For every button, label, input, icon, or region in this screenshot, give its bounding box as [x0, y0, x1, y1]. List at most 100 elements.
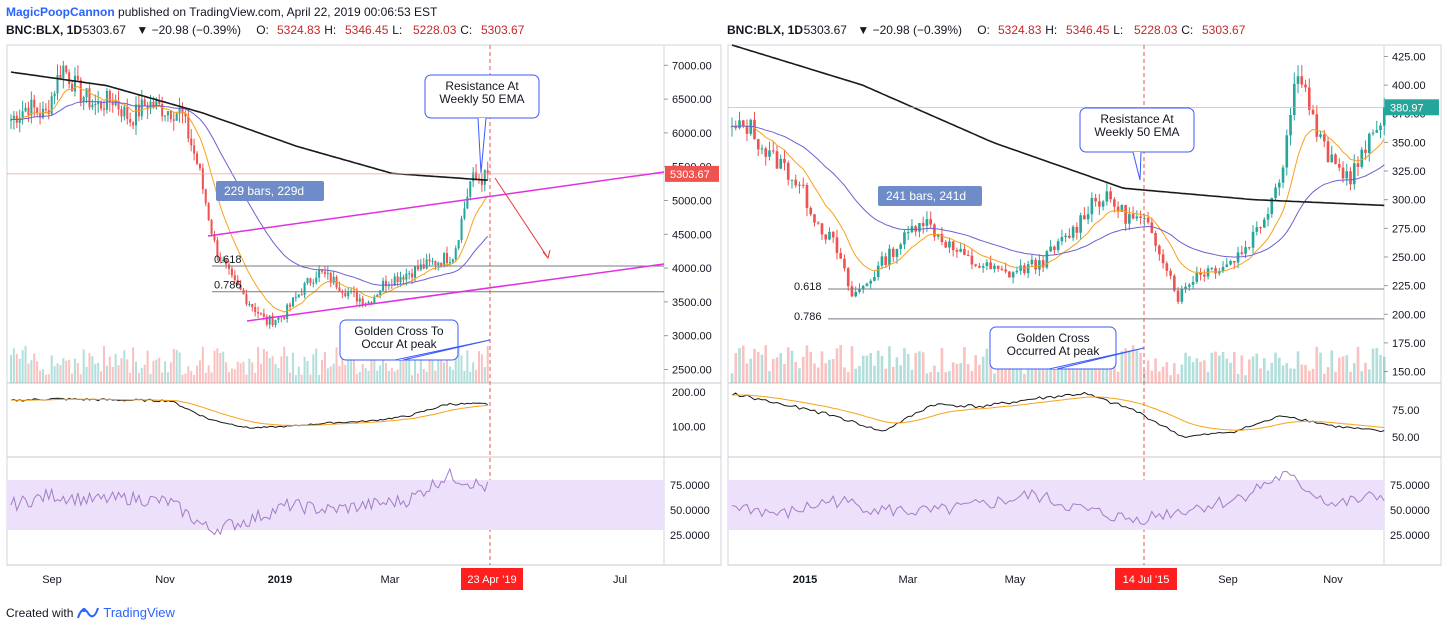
candle-body: [248, 303, 251, 305]
volume-bar: [408, 353, 411, 383]
price-tick-label: 200.00: [1392, 309, 1426, 321]
ema-fast-line: [10, 85, 489, 313]
volume-bar: [193, 374, 196, 383]
candle-body: [379, 290, 382, 295]
candle-body: [1139, 216, 1142, 218]
candle-body: [1053, 246, 1056, 251]
candle-body: [306, 278, 309, 284]
volume-bar: [749, 358, 753, 383]
volume-bar: [140, 367, 143, 383]
callout-resistance-pointer: [477, 117, 487, 174]
volume-bar: [68, 359, 71, 383]
indicator-tick-label: 100.00: [672, 421, 706, 433]
volume-bar: [734, 353, 738, 383]
candle-body: [1180, 288, 1184, 302]
volume-bar: [463, 370, 466, 383]
volume-bar: [207, 365, 210, 383]
time-tick-label: Sep: [42, 574, 62, 586]
candle-body: [1184, 286, 1187, 289]
volume-bar: [164, 361, 167, 383]
volume-bar: [1289, 368, 1292, 383]
candle-body: [105, 90, 108, 110]
candle-body: [480, 179, 483, 185]
time-tick-label: 2019: [268, 574, 292, 586]
volume-bar: [12, 348, 15, 383]
volume-bar: [472, 362, 475, 383]
candle-body: [108, 90, 111, 102]
volume-bar: [283, 346, 286, 383]
candle-body: [906, 232, 910, 234]
candle-body: [1379, 125, 1382, 131]
callout-golden-cross-line: Golden Cross: [1016, 331, 1089, 345]
volume-bar: [181, 374, 184, 383]
candle-body: [1360, 149, 1364, 167]
volume-bar: [820, 351, 824, 383]
volume-bar: [454, 357, 457, 383]
candle-body: [790, 179, 794, 181]
candle-body: [207, 203, 210, 220]
ohlc-high-label: H:: [1045, 23, 1057, 37]
volume-bar: [981, 356, 985, 383]
volume-bar: [1311, 368, 1315, 383]
candle-body: [329, 272, 332, 283]
volume-bar: [251, 362, 254, 383]
volume-bar: [1098, 364, 1101, 383]
candle-body: [1270, 198, 1274, 215]
price-tick-label: 4000.00: [672, 263, 712, 275]
price-tick-label: 5000.00: [672, 195, 712, 207]
candle-body: [161, 103, 164, 117]
volume-bar: [1285, 363, 1289, 383]
volume-bar: [24, 345, 27, 383]
candle-body: [361, 298, 364, 305]
volume-bar: [1375, 347, 1379, 383]
volume-bar: [1184, 352, 1187, 383]
candle-body: [786, 162, 790, 180]
tradingview-brand[interactable]: TradingView: [103, 605, 175, 620]
volume-bar: [880, 355, 884, 383]
candle-body: [1008, 271, 1011, 278]
rsi-line: [731, 470, 1385, 526]
candle-body: [1060, 237, 1064, 242]
volume-bar: [161, 372, 164, 383]
candle-body: [1221, 266, 1225, 272]
author-link[interactable]: MagicPoopCannon: [6, 5, 115, 19]
candle-body: [854, 292, 858, 297]
candle-body: [239, 284, 242, 290]
volume-bar: [828, 359, 831, 383]
candle-body: [1214, 268, 1217, 274]
price-tick-label: 400.00: [1392, 80, 1426, 92]
volume-bar: [1094, 362, 1097, 383]
indicator-tick-label: 50.00: [1392, 432, 1420, 444]
volume-bar: [963, 347, 966, 383]
candle-body: [431, 261, 434, 263]
price-tick-label: 2500.00: [672, 364, 712, 376]
candle-body: [114, 101, 117, 106]
candle-body: [123, 106, 126, 117]
fib-level-label: 0.786: [794, 311, 822, 323]
volume-bar: [323, 351, 326, 383]
ohlc-low-label: L:: [1113, 23, 1123, 37]
price-tick-label: 300.00: [1392, 195, 1426, 207]
volume-bar: [184, 373, 187, 383]
volume-bar: [993, 373, 996, 383]
volume-bar: [196, 365, 199, 383]
volume-bar: [974, 355, 977, 383]
measure-label: 241 bars, 241d: [886, 189, 966, 203]
ema-fast-line: [731, 124, 1385, 274]
candle-body: [347, 292, 350, 297]
volume-bar: [198, 360, 201, 383]
candle-body: [734, 126, 738, 129]
volume-bar: [1023, 373, 1026, 383]
candle-body: [143, 99, 146, 106]
volume-bar: [300, 374, 303, 383]
volume-bar: [71, 373, 74, 383]
candle-body: [236, 279, 239, 285]
candle-body: [149, 101, 152, 109]
volume-bar: [390, 367, 393, 383]
ohlc-low: 5228.03: [1134, 23, 1178, 37]
volume-bar: [132, 347, 135, 383]
candle-body: [741, 120, 745, 127]
candle-body: [1075, 226, 1079, 233]
candle-body: [475, 172, 478, 179]
